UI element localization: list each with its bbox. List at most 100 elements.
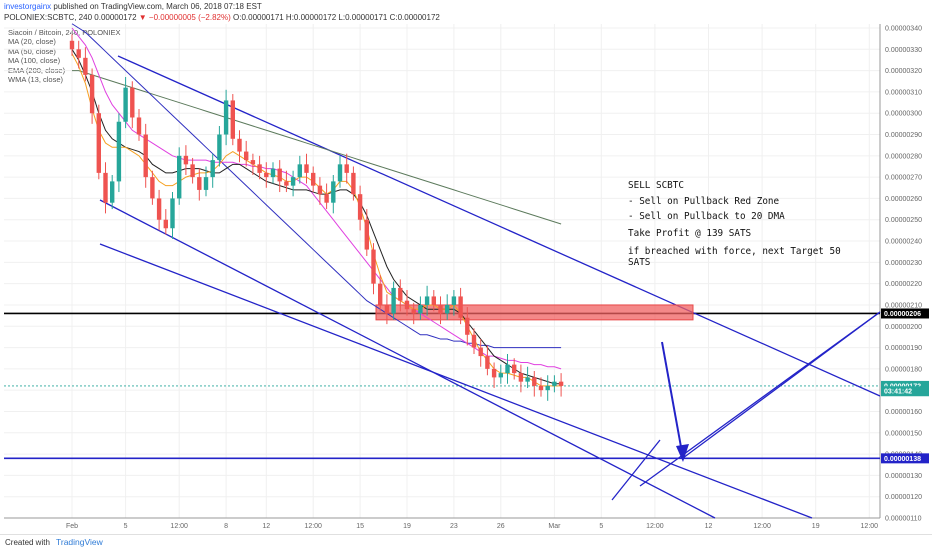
price-chart[interactable]: SELL SCBTC - Sell on Pullback Red Zone -… <box>0 0 932 534</box>
ma100-line <box>71 23 562 349</box>
candle-body <box>478 347 483 357</box>
candle-body <box>143 134 148 178</box>
price-tick-label: 0.00000230 <box>885 260 922 267</box>
candle-body <box>136 117 142 135</box>
candle-body <box>418 304 423 314</box>
legend-ma50[interactable]: MA (50, close) <box>8 46 56 56</box>
candle-body <box>538 385 544 391</box>
channel-line <box>117 55 881 397</box>
candle-body <box>130 87 135 118</box>
price-tick-label: 0.00000200 <box>885 324 922 331</box>
candle-body <box>163 219 168 229</box>
candle-body <box>290 177 296 186</box>
price-tick-label: 0.00000330 <box>885 47 922 54</box>
price-badge-label: 0.00000138 <box>884 456 921 463</box>
candle-body <box>210 160 215 178</box>
price-change: −0.00000005 (−2.82%) <box>148 13 231 22</box>
candle-body <box>103 172 108 203</box>
price-tick-label: 0.00000260 <box>885 196 922 203</box>
price-badge: 0.00000138 <box>881 453 929 464</box>
price-badge-bg <box>881 380 929 391</box>
candle-body <box>203 177 209 190</box>
price-badge-bg <box>881 386 929 397</box>
candle-body <box>250 160 256 165</box>
time-tick-label: 12:00 <box>170 523 188 530</box>
down-arrow-icon: ▼ <box>138 13 147 22</box>
ma20-line <box>71 49 562 385</box>
chart-header: investorgainx published on TradingView.c… <box>0 0 932 24</box>
candle-body <box>505 364 510 374</box>
time-tick-label: 5 <box>124 523 128 530</box>
candle-body <box>558 381 564 386</box>
candle-body <box>438 304 443 314</box>
symbol-label: POLONIEX:SCBTC, 240 <box>4 13 93 22</box>
publish-info: published on TradingView.com, March 06, … <box>51 2 262 11</box>
moving-averages <box>71 23 562 387</box>
candle-body <box>458 296 463 318</box>
candle-body <box>297 164 302 178</box>
time-tick-label: 15 <box>356 523 364 530</box>
time-tick-label: 12:00 <box>753 523 771 530</box>
candle-body <box>190 164 195 178</box>
candle-body <box>223 100 229 135</box>
price-badge-bg <box>881 308 929 319</box>
price-tick-label: 0.00000180 <box>885 366 922 373</box>
publish-line: investorgainx published on TradingView.c… <box>4 2 262 11</box>
candle-body <box>465 317 470 335</box>
candle-body <box>156 198 162 220</box>
resistance-zone-rect <box>375 304 694 321</box>
author-link[interactable]: investorgainx <box>4 2 52 11</box>
candle-body <box>264 172 269 178</box>
price-tick-label: 0.00000240 <box>885 239 922 246</box>
candle-body <box>498 373 503 378</box>
candle-body <box>284 181 289 186</box>
candle-body <box>257 164 262 173</box>
candle-body <box>471 334 477 348</box>
annotation-line4a: if breached with force, next Target 50 <box>628 246 841 257</box>
candle-body <box>96 113 101 173</box>
price-tick-label: 0.00000220 <box>885 281 922 288</box>
candle-body <box>123 87 128 122</box>
candle-body <box>69 40 75 50</box>
rebound-line <box>682 311 881 459</box>
legend-wma13[interactable]: WMA (13, close) <box>8 75 64 85</box>
candle-body <box>371 249 376 284</box>
price-tick-label: 0.00000310 <box>885 89 922 96</box>
legend-ma100[interactable]: MA (100, close) <box>8 56 61 66</box>
candle-body <box>491 368 497 378</box>
candle-body <box>445 304 450 314</box>
legend-ma20[interactable]: MA (20, close) <box>8 37 56 47</box>
candle-body <box>324 194 329 203</box>
candle-body <box>76 49 81 58</box>
candle-body <box>391 287 396 314</box>
candle-body <box>89 74 95 114</box>
candle-body <box>150 177 155 199</box>
price-tick-label: 0.00000270 <box>885 175 922 182</box>
ohlc-values: O:0.00000171 H:0.00000172 L:0.00000171 C… <box>233 13 440 22</box>
chart-grid <box>4 24 881 519</box>
time-tick-label: 23 <box>450 523 458 530</box>
last-price: 0.00000172 <box>94 13 137 22</box>
target-arrow-head <box>676 444 689 462</box>
candle-body <box>512 364 517 374</box>
candle-body <box>384 304 390 314</box>
candle-body <box>337 164 343 182</box>
price-tick-label: 0.00000190 <box>885 345 922 352</box>
candle-body <box>83 57 88 75</box>
candle-body <box>116 121 122 182</box>
time-tick-label: 5 <box>599 523 603 530</box>
tradingview-logo[interactable]: TradingView <box>56 537 103 547</box>
candle-body <box>424 296 430 305</box>
channel-line <box>99 199 716 519</box>
candle-body <box>485 356 490 369</box>
time-tick-label: 19 <box>812 523 820 530</box>
channel-line <box>99 243 813 519</box>
candle-body <box>331 181 336 203</box>
annotation-line3: Take Profit @ 139 SATS <box>628 228 751 239</box>
price-tick-label: 0.00000340 <box>885 26 922 33</box>
price-axis: 0.00000340 0.00000330 0.00000320 0.00000310… <box>885 26 922 523</box>
price-badge-label: 0.00000206 <box>884 311 921 318</box>
price-tick-label: 0.00000120 <box>885 494 922 501</box>
time-tick-label: 8 <box>224 523 228 530</box>
